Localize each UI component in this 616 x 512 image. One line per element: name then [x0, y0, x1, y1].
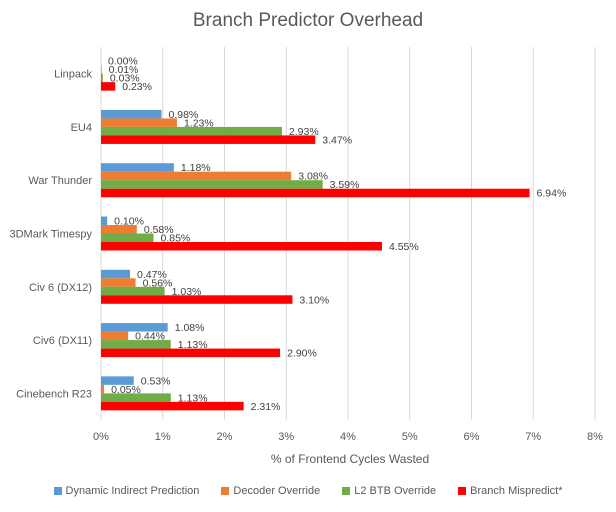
bar [101, 295, 293, 304]
bar [101, 286, 165, 296]
x-tick-label: 5% [402, 431, 418, 443]
bar [101, 65, 102, 74]
data-label: 0.53% [141, 375, 171, 387]
bar [101, 384, 105, 394]
legend-swatch [458, 487, 467, 495]
legend-label: Dynamic Indirect Prediction [65, 485, 200, 497]
data-label: 0.23% [122, 81, 152, 93]
data-label: 1.13% [178, 392, 208, 404]
x-tick-label: 3% [278, 431, 294, 443]
data-label: 2.31% [251, 401, 281, 413]
data-label: 0.10% [114, 216, 144, 228]
bar [101, 331, 129, 341]
data-label: 1.08% [175, 322, 205, 334]
legend-item: Dynamic Indirect Prediction [53, 485, 200, 497]
category-label: Civ 6 (DX12) [29, 282, 92, 294]
bar [101, 216, 108, 225]
x-tick-label: 8% [587, 431, 603, 443]
legend-label: Decoder Override [233, 485, 321, 497]
legend-label: L2 BTB Override [354, 485, 437, 497]
bar [101, 225, 137, 234]
x-tick-label: 7% [525, 431, 541, 443]
data-label: 2.90% [287, 348, 317, 360]
bar [101, 163, 174, 172]
category-label: Civ6 (DX11) [33, 335, 92, 347]
data-label: 1.18% [181, 162, 211, 174]
data-label: 0.56% [143, 277, 173, 289]
bar [101, 348, 281, 358]
legend-item: Decoder Override [221, 485, 320, 497]
x-tick-label: 6% [464, 431, 480, 443]
data-label: 3.10% [299, 294, 329, 306]
bar [101, 126, 282, 136]
category-label: War Thunder [28, 175, 92, 187]
x-tick-label: 2% [217, 431, 233, 443]
bar [101, 269, 131, 279]
bar [101, 180, 323, 189]
data-label: 0.44% [135, 331, 165, 343]
data-label: 1.13% [178, 339, 208, 351]
category-label: Linpack [54, 69, 92, 81]
data-label: 3.08% [298, 171, 328, 183]
bar [101, 401, 244, 411]
chart-title: Branch Predictor Overhead [192, 10, 424, 31]
bar [101, 171, 292, 181]
data-label: 3.59% [330, 179, 360, 191]
x-tick-label: 4% [340, 431, 356, 443]
data-label: 0.00% [108, 56, 138, 68]
legend-swatch [342, 487, 351, 495]
legend: Dynamic Indirect Prediction Decoder Overr… [0, 485, 616, 497]
legend-swatch [221, 487, 230, 495]
bar [101, 82, 116, 91]
data-label: 2.93% [289, 126, 319, 138]
legend-item: L2 BTB Override [342, 485, 436, 497]
data-label: 0.03% [110, 73, 140, 85]
data-label: 0.47% [137, 269, 167, 281]
data-label: 0.85% [160, 233, 190, 245]
bar [101, 278, 136, 287]
data-label: 0.98% [169, 109, 199, 121]
category-label: EU4 [71, 122, 92, 134]
x-tick-label: 1% [155, 431, 171, 443]
bar [101, 73, 103, 83]
x-axis-title: % of Frontend Cycles Wasted [270, 452, 430, 466]
category-label: 3DMark Timespy [9, 229, 92, 241]
data-label: 4.55% [389, 241, 419, 253]
data-label: 1.23% [184, 117, 214, 129]
bar [101, 188, 530, 198]
data-label: 6.94% [537, 188, 567, 200]
data-label: 1.03% [172, 286, 202, 298]
bar [101, 393, 171, 402]
data-label: 0.05% [111, 384, 141, 396]
legend-item: Branch Mispredict* [458, 485, 562, 497]
category-label: Cinebench R23 [16, 388, 92, 400]
x-tick-label: 0% [93, 431, 109, 443]
bar [101, 376, 134, 385]
data-label: 0.01% [109, 64, 139, 76]
bar [101, 109, 162, 119]
bar [101, 340, 171, 349]
bar [101, 233, 154, 242]
data-label: 3.47% [322, 134, 352, 146]
bar [101, 135, 316, 144]
bar [101, 118, 177, 127]
legend-swatch [53, 487, 62, 495]
bar [101, 242, 382, 251]
legend-label: Branch Mispredict* [470, 485, 563, 497]
bar [101, 323, 168, 332]
data-label: 0.58% [144, 224, 174, 236]
